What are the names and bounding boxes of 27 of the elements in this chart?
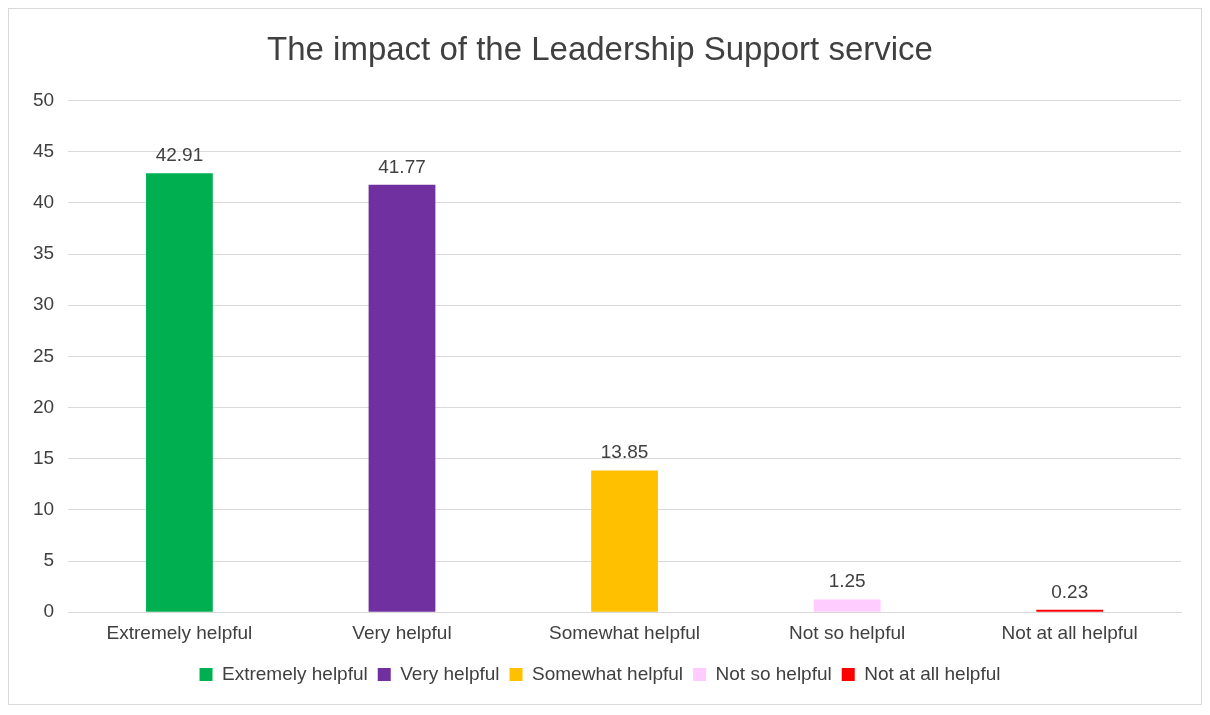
y-tick-label: 25 <box>32 344 55 366</box>
data-label: 0.23 <box>1051 580 1089 602</box>
data-label: 13.85 <box>600 441 649 463</box>
x-tick-label: Not at all helpful <box>1001 621 1138 643</box>
legend-label: Very helpful <box>400 662 500 684</box>
y-tick-label: 35 <box>32 242 55 264</box>
data-label: 41.77 <box>378 155 426 177</box>
legend-label: Not at all helpful <box>864 662 1001 684</box>
chart-title: The impact of the Leadership Support service <box>267 29 933 67</box>
y-tick-label: 50 <box>32 88 55 110</box>
x-tick-label: Somewhat helpful <box>549 621 701 643</box>
y-tick-label: 5 <box>43 549 55 571</box>
y-tick-label: 20 <box>32 395 55 417</box>
legend-label: Somewhat helpful <box>532 662 684 684</box>
x-tick-label: Very helpful <box>352 621 452 643</box>
data-label: 1.25 <box>828 570 866 592</box>
y-tick-label: 0 <box>43 600 55 622</box>
y-tick-label: 10 <box>32 498 55 520</box>
legend-label: Extremely helpful <box>222 662 368 684</box>
data-label: 42.91 <box>155 143 204 165</box>
y-tick-label: 15 <box>32 446 55 468</box>
legend-label: Not so helpful <box>715 662 832 684</box>
x-tick-label: Not so helpful <box>789 621 906 643</box>
y-tick-label: 40 <box>32 191 55 213</box>
x-tick-label: Extremely helpful <box>106 621 253 643</box>
y-tick-label: 30 <box>32 293 55 315</box>
y-tick-label: 45 <box>32 139 55 161</box>
